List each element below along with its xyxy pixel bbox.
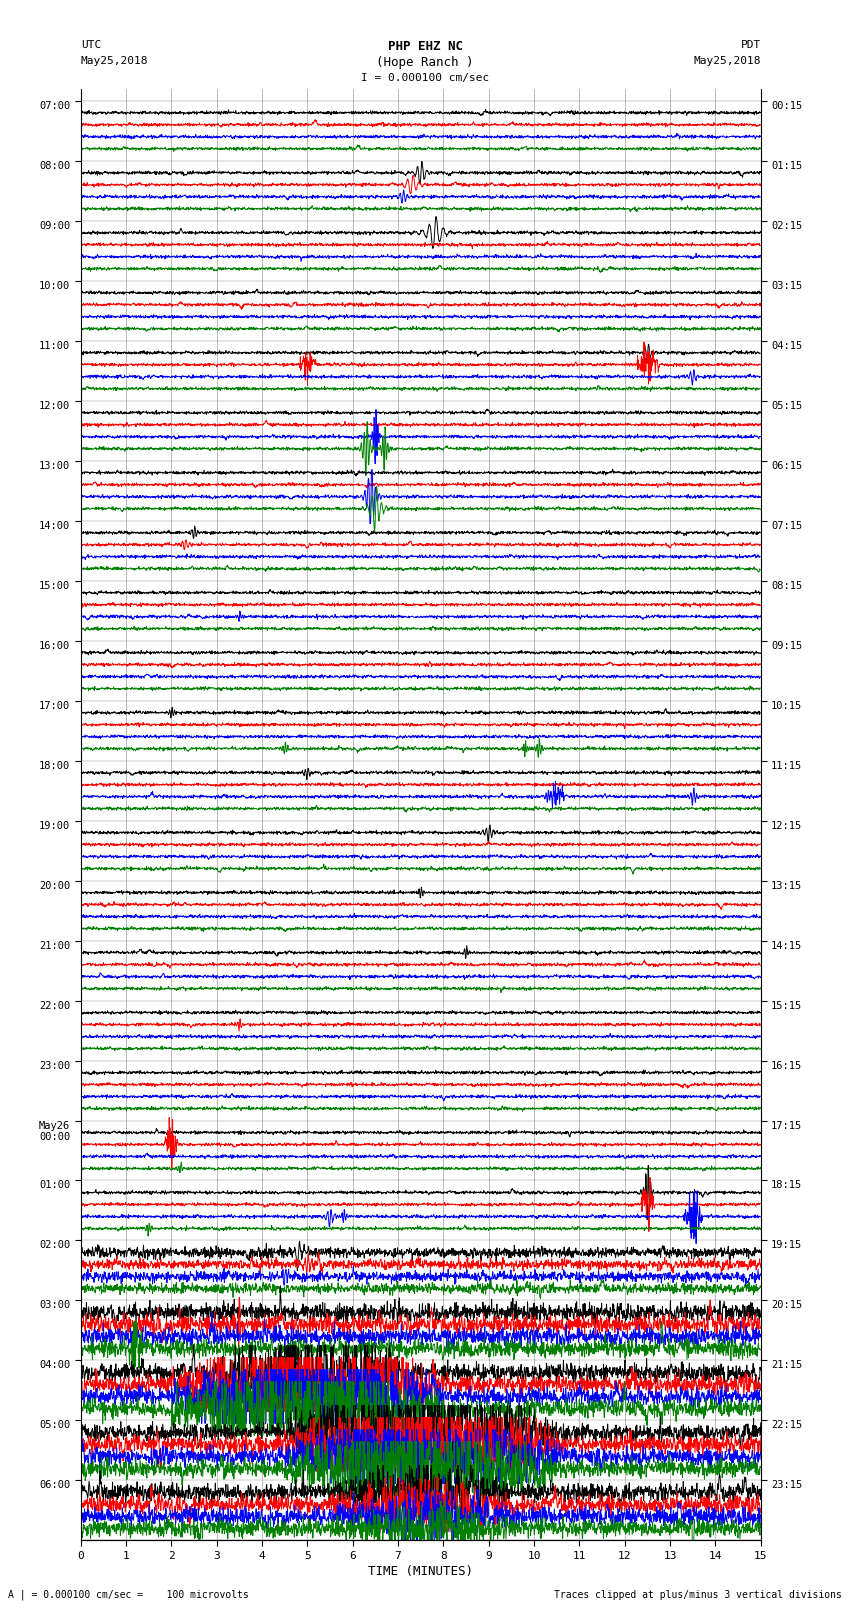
Text: (Hope Ranch ): (Hope Ranch ) [377, 56, 473, 69]
X-axis label: TIME (MINUTES): TIME (MINUTES) [368, 1565, 473, 1578]
Text: UTC: UTC [81, 40, 101, 50]
Text: May25,2018: May25,2018 [81, 56, 148, 66]
Text: Traces clipped at plus/minus 3 vertical divisions: Traces clipped at plus/minus 3 vertical … [553, 1590, 842, 1600]
Text: I = 0.000100 cm/sec: I = 0.000100 cm/sec [361, 73, 489, 82]
Text: May25,2018: May25,2018 [694, 56, 761, 66]
Text: PHP EHZ NC: PHP EHZ NC [388, 40, 462, 53]
Text: A | = 0.000100 cm/sec =    100 microvolts: A | = 0.000100 cm/sec = 100 microvolts [8, 1589, 249, 1600]
Text: PDT: PDT [740, 40, 761, 50]
